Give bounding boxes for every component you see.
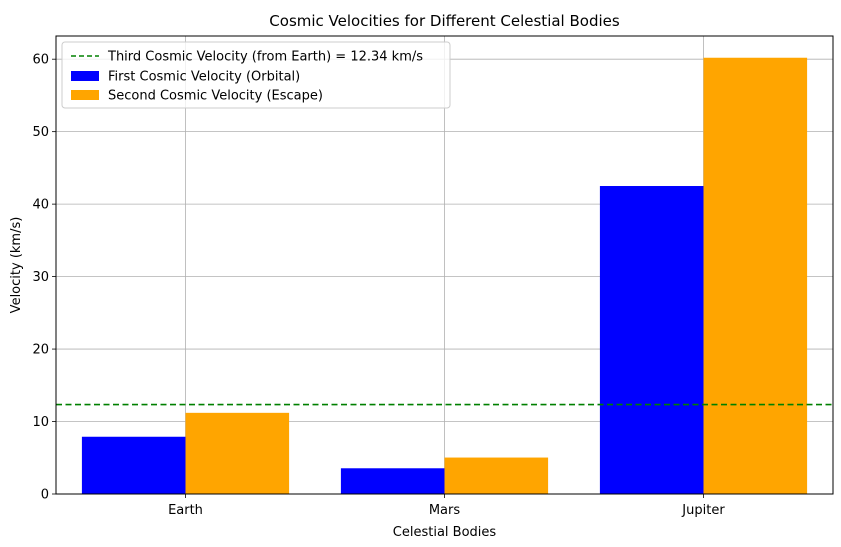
y-axis-label: Velocity (km/s) [9,217,24,314]
x-tick-label-earth: Earth [168,503,203,518]
bar-mars-first-cosmic-velocity [340,468,445,494]
legend-label-first-cosmic-velocity: First Cosmic Velocity (Orbital) [108,70,300,85]
legend-label-second-cosmic-velocity: Second Cosmic Velocity (Escape) [108,89,323,104]
bars [81,57,808,494]
x-tick-label-jupiter: Jupiter [681,503,725,518]
bar-mars-second-cosmic-velocity [444,457,549,494]
x-tick-label-mars: Mars [429,503,461,518]
y-tick-label-60: 60 [32,53,49,68]
chart-title: Cosmic Velocities for Different Celestia… [269,12,620,30]
x-axis-label: Celestial Bodies [393,525,497,540]
legend-swatch-second-cosmic-velocity [71,90,99,100]
y-tick-label-30: 30 [32,270,49,285]
legend-label-reference-line: Third Cosmic Velocity (from Earth) = 12.… [107,50,423,65]
legend: Third Cosmic Velocity (from Earth) = 12.… [61,41,451,109]
y-tick-label-0: 0 [41,488,49,503]
legend-box [61,41,451,109]
y-tick-label-20: 20 [32,343,49,358]
axis-ticks: 0 10 20 30 40 50 60 Earth Mars Jupiter [32,53,725,518]
bar-jupiter-second-cosmic-velocity [703,57,808,494]
y-tick-label-40: 40 [32,198,49,213]
bar-earth-first-cosmic-velocity [81,436,186,494]
bar-earth-second-cosmic-velocity [185,412,290,494]
bar-jupiter-first-cosmic-velocity [599,186,704,494]
legend-swatch-first-cosmic-velocity [71,71,99,81]
y-tick-label-10: 10 [32,415,49,430]
y-tick-label-50: 50 [32,125,49,140]
